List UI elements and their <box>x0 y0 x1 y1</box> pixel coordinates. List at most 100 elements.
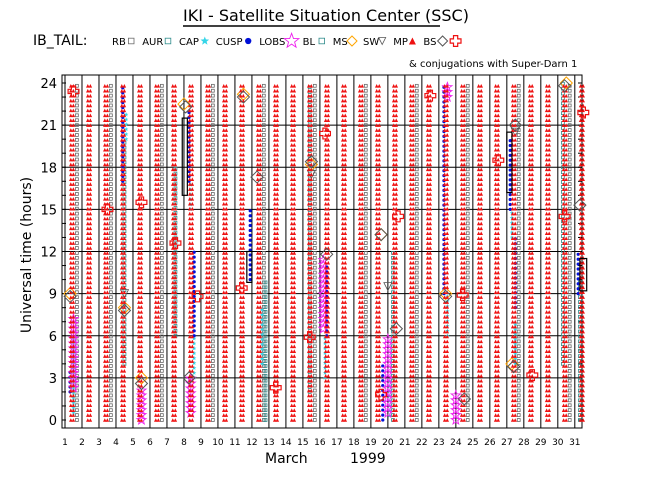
mp-point <box>326 378 331 383</box>
aur-point <box>263 305 268 309</box>
mp-point <box>71 280 76 285</box>
mp-point <box>374 197 379 201</box>
mp-point <box>343 187 348 191</box>
mp-point <box>69 216 73 221</box>
mp-point <box>357 167 362 172</box>
mp-point <box>105 383 110 388</box>
cap-point <box>322 336 328 341</box>
rb-point <box>261 231 266 236</box>
mp-point <box>86 378 90 383</box>
mp-point <box>309 280 314 285</box>
mp-point <box>258 103 263 108</box>
lobs-point <box>382 352 394 364</box>
rb-point <box>516 310 521 314</box>
mp-point <box>425 246 430 250</box>
mp-point <box>139 197 144 201</box>
mp-point <box>120 221 124 226</box>
mp-point <box>187 142 192 147</box>
mp-point <box>360 93 365 98</box>
mp-point <box>340 216 345 221</box>
mp-point <box>445 226 450 231</box>
mp-point <box>120 142 124 147</box>
legend-marker <box>283 31 301 49</box>
cap-point <box>259 332 265 337</box>
mp-point <box>86 310 90 314</box>
mp-point <box>272 295 277 299</box>
rb-point <box>109 329 113 334</box>
rb-point <box>567 354 572 358</box>
mp-point <box>120 295 124 299</box>
mp-point <box>442 187 447 191</box>
rb-point <box>516 300 521 304</box>
mp-point <box>86 300 90 304</box>
rb-point <box>75 162 79 167</box>
mp-point <box>442 251 447 255</box>
rb-point <box>160 88 164 93</box>
mp-point <box>428 295 433 299</box>
mp-point <box>153 216 158 221</box>
mp-point <box>394 413 399 417</box>
rb-point <box>261 260 266 265</box>
rb-point <box>516 339 521 344</box>
rb-point <box>567 147 572 152</box>
mp-point <box>69 354 73 358</box>
mp-point <box>343 236 348 240</box>
mp-point <box>173 177 178 181</box>
mp-point <box>71 246 76 250</box>
mp-point <box>292 108 297 113</box>
mp-point <box>207 383 212 388</box>
mp-point <box>326 206 331 211</box>
mp-point <box>207 98 212 103</box>
mp-point <box>428 339 433 344</box>
mp-point <box>153 226 158 231</box>
mp-point <box>71 260 76 265</box>
mp-point <box>187 152 192 157</box>
mp-point <box>139 265 144 270</box>
rb-point <box>363 167 368 172</box>
mp-point <box>343 197 348 201</box>
mp-point <box>190 88 195 93</box>
mp-point <box>445 310 450 314</box>
rb-point <box>567 300 572 304</box>
mp-point <box>241 182 246 186</box>
mp-point <box>122 408 127 412</box>
mp-point <box>103 260 107 265</box>
mp-point <box>207 211 212 216</box>
mp-point <box>425 128 430 132</box>
mp-point <box>292 138 297 142</box>
rb-point <box>414 334 419 339</box>
lobs-point <box>382 367 394 379</box>
mp-point <box>122 344 127 349</box>
mp-point <box>425 133 430 137</box>
mp-point <box>224 226 229 231</box>
mp-point <box>105 280 110 285</box>
mp-point <box>323 226 328 231</box>
mp-point <box>374 211 379 216</box>
mp-point <box>221 344 226 349</box>
mp-point <box>377 162 382 167</box>
mp-point <box>275 256 280 260</box>
mp-point <box>190 197 195 201</box>
mp-point <box>136 280 141 285</box>
mp-point <box>309 290 314 295</box>
mp-point <box>105 319 110 324</box>
mp-point <box>122 300 127 304</box>
mp-point <box>326 398 331 403</box>
mp-point <box>204 359 209 363</box>
mp-point <box>221 221 226 226</box>
mp-point <box>323 265 328 270</box>
mp-point <box>476 383 481 388</box>
mp-point <box>462 329 467 334</box>
mp-point <box>71 187 76 191</box>
mp-point <box>238 118 243 123</box>
mp-point <box>103 364 107 368</box>
rb-point <box>516 329 521 334</box>
rb-point <box>312 408 317 413</box>
mp-point <box>120 187 124 191</box>
mp-point <box>86 88 90 93</box>
mp-point <box>69 108 73 113</box>
mp-point <box>136 192 141 196</box>
mp-point <box>139 206 144 211</box>
mp-point <box>156 413 161 417</box>
